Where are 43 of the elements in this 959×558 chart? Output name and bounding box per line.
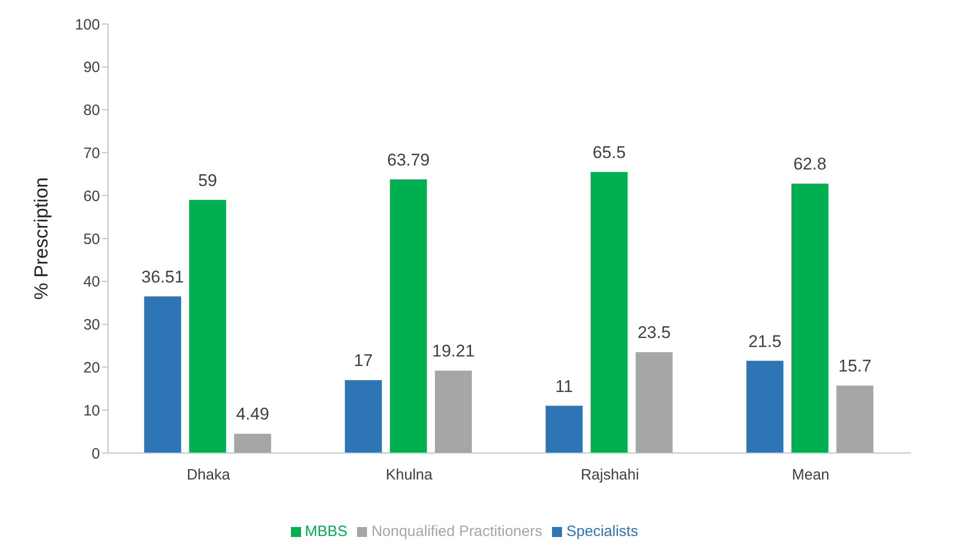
y-tick-label: 100: [74, 16, 100, 34]
data-label: 23.5: [638, 323, 671, 342]
y-tick-label: 30: [83, 316, 100, 334]
x-tick-label: Mean: [792, 466, 830, 484]
legend-label: MBBS: [304, 523, 348, 540]
data-label: 15.7: [838, 356, 872, 376]
data-label: 11: [555, 376, 573, 396]
data-label: 19.21: [432, 342, 475, 361]
data-label: 59: [198, 170, 218, 190]
data-label: 4.49: [236, 404, 270, 424]
data-label: 36.51: [141, 267, 184, 286]
y-tick-label: 60: [83, 188, 100, 205]
data-label: 17: [354, 351, 373, 370]
y-tick-label: 80: [83, 102, 100, 120]
y-tick-label: 50: [83, 230, 100, 248]
x-tick-label: Dhaka: [186, 466, 231, 484]
bar: [746, 360, 784, 453]
bar: [434, 370, 472, 453]
x-tick-label: Khulna: [386, 466, 434, 484]
y-tick-label: 70: [83, 145, 100, 162]
y-tick-label: 40: [83, 274, 100, 291]
bar: [344, 380, 382, 453]
bar: [189, 200, 226, 453]
y-tick-label: 0: [92, 445, 100, 462]
bar: [791, 184, 828, 453]
data-label: 63.79: [387, 150, 430, 170]
data-label: 21.5: [748, 332, 782, 351]
y-tick-label: 20: [83, 360, 100, 377]
bar: [636, 352, 673, 453]
y-tick-label: 10: [83, 402, 100, 420]
bar: [234, 434, 272, 453]
bar: [836, 386, 874, 453]
bar: [590, 172, 628, 453]
y-axis-title: % Prescription: [32, 177, 53, 300]
x-tick-label: Rajshahi: [580, 466, 640, 484]
legend-label: Nonqualified Practitioners: [371, 523, 542, 540]
data-label: 65.5: [592, 143, 626, 162]
y-tick-label: 90: [83, 59, 100, 76]
bar: [546, 406, 583, 453]
data-label: 62.8: [793, 154, 826, 174]
bar: [390, 179, 427, 453]
bar: [144, 296, 182, 453]
legend-label: Specialists: [566, 523, 638, 540]
